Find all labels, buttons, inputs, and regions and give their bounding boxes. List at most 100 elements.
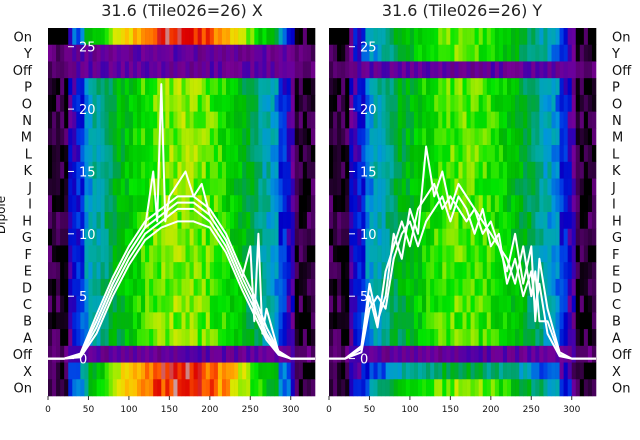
heatmap-cell	[345, 228, 350, 246]
right-x-tick-labels: 0 50 100 150 200 250 300	[326, 396, 581, 415]
heatmap-cell	[450, 245, 455, 263]
heatmap-cell	[345, 195, 350, 213]
heatmap-cell	[357, 94, 362, 112]
overlay-line	[329, 145, 596, 360]
heatmap-cell	[591, 262, 597, 280]
heatmap-cell	[337, 78, 342, 96]
heatmap-cell	[373, 228, 378, 246]
heatmap-cell	[454, 44, 459, 62]
heatmap-cell	[486, 379, 492, 397]
heatmap-cell	[583, 94, 589, 112]
heatmap-cell	[56, 61, 61, 79]
heatmap-cell	[137, 178, 142, 196]
heatmap-cell	[365, 78, 370, 96]
heatmap-cell	[405, 128, 411, 146]
heatmap-cell	[507, 345, 512, 363]
heatmap-cell	[365, 145, 370, 163]
heatmap-cell	[209, 245, 215, 263]
heatmap-cell	[329, 178, 334, 196]
heatmap-cell	[68, 278, 73, 296]
heatmap-cell	[531, 228, 536, 246]
heatmap-cell	[238, 295, 243, 313]
heatmap-cell	[290, 28, 296, 46]
heatmap-cell	[141, 195, 146, 213]
heatmap-cell	[571, 245, 577, 263]
heatmap-cell	[527, 178, 532, 196]
heatmap-cell	[591, 178, 597, 196]
heatmap-cell	[282, 178, 287, 196]
heatmap-cell	[587, 262, 593, 280]
heatmap-cell	[337, 195, 342, 213]
heatmap-cell	[310, 345, 316, 363]
heatmap-cell	[389, 379, 395, 397]
heatmap-cell	[523, 28, 528, 46]
heatmap-cell	[575, 228, 581, 246]
heatmap-cell	[226, 245, 231, 263]
heatmap-cell	[266, 278, 271, 296]
heatmap-cell	[454, 228, 459, 246]
heatmap-cell	[149, 145, 154, 163]
heatmap-cell	[462, 145, 467, 163]
heatmap-cell	[234, 44, 239, 62]
heatmap-cell	[112, 345, 118, 363]
heatmap-cell	[258, 379, 263, 397]
heatmap-cell	[502, 212, 508, 230]
heatmap-cell	[442, 345, 447, 363]
heatmap-cell	[361, 362, 366, 380]
heatmap-cell	[539, 245, 544, 263]
heatmap-cell	[357, 362, 362, 380]
heatmap-cell	[145, 61, 150, 79]
heatmap-cell	[498, 212, 504, 230]
heatmap-cell	[262, 245, 267, 263]
heatmap-cell	[56, 262, 61, 280]
heatmap-cell	[527, 28, 532, 46]
heatmap-cell	[230, 195, 235, 213]
heatmap-cell	[454, 362, 459, 380]
heatmap-cell	[96, 61, 101, 79]
overlay-line	[329, 182, 596, 360]
heatmap-cell	[490, 212, 496, 230]
heatmap-cell	[80, 278, 85, 296]
heatmap-cell	[258, 78, 263, 96]
heatmap-cell	[92, 245, 97, 263]
heatmap-cell	[393, 212, 399, 230]
heatmap-cell	[189, 161, 194, 179]
row-tick-label: P	[612, 81, 620, 96]
heatmap-cell	[84, 78, 89, 96]
row-tick-label: On	[612, 382, 630, 397]
heatmap-cell	[169, 262, 174, 280]
heatmap-cell	[246, 145, 251, 163]
heatmap-cell	[169, 128, 174, 146]
heatmap-cell	[64, 28, 69, 46]
heatmap-cell	[466, 329, 471, 347]
heatmap-cell	[466, 195, 471, 213]
heatmap-cell	[413, 78, 419, 96]
heatmap-cell	[262, 295, 267, 313]
heatmap-cell	[405, 178, 411, 196]
heatmap-cell	[413, 362, 419, 380]
heatmap-cell	[185, 228, 190, 246]
heatmap-cell	[262, 94, 267, 112]
heatmap-cell	[84, 145, 89, 163]
heatmap-cell	[161, 362, 166, 380]
heatmap-cell	[450, 362, 455, 380]
heatmap-cell	[511, 278, 516, 296]
heatmap-cell	[100, 161, 105, 179]
heatmap-cell	[365, 128, 370, 146]
heatmap-cell	[153, 379, 158, 397]
heatmap-cell	[189, 44, 194, 62]
heatmap-cell	[490, 28, 496, 46]
heatmap-cell	[361, 262, 366, 280]
heatmap-cell	[238, 379, 243, 397]
heatmap-cell	[282, 262, 287, 280]
heatmap-cell	[181, 161, 186, 179]
heatmap-cell	[137, 61, 142, 79]
heatmap-cell	[527, 161, 532, 179]
heatmap-cell	[209, 78, 215, 96]
heatmap-cell	[507, 128, 512, 146]
heatmap-cell	[132, 28, 138, 46]
heatmap-cell	[418, 362, 423, 380]
heatmap-cell	[531, 212, 536, 230]
heatmap-cell	[454, 278, 459, 296]
heatmap-cell	[454, 245, 459, 263]
